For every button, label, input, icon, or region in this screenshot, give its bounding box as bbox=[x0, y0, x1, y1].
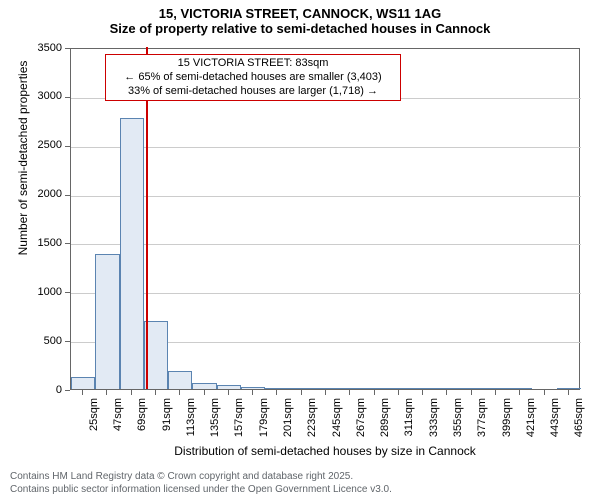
xtick-label: 421sqm bbox=[525, 398, 537, 448]
ytick-label: 0 bbox=[56, 384, 62, 396]
ytick-mark bbox=[65, 341, 70, 342]
ytick-label: 1000 bbox=[38, 286, 62, 298]
xtick-mark bbox=[301, 390, 302, 395]
footer-line-1: Contains HM Land Registry data © Crown c… bbox=[10, 471, 600, 484]
xtick-label: 355sqm bbox=[452, 398, 464, 448]
xtick-mark bbox=[446, 390, 447, 395]
xtick-label: 135sqm bbox=[209, 398, 221, 448]
xtick-mark bbox=[155, 390, 156, 395]
xtick-mark bbox=[568, 390, 569, 395]
histogram-bar bbox=[484, 388, 508, 389]
xtick-mark bbox=[252, 390, 253, 395]
xtick-mark bbox=[106, 390, 107, 395]
histogram-bar bbox=[362, 388, 386, 389]
histogram-bar bbox=[435, 388, 459, 389]
ytick-label: 3000 bbox=[38, 90, 62, 102]
xtick-mark bbox=[228, 390, 229, 395]
xtick-label: 289sqm bbox=[379, 398, 391, 448]
title-line-1: 15, VICTORIA STREET, CANNOCK, WS11 1AG bbox=[0, 6, 600, 21]
xtick-label: 91sqm bbox=[161, 398, 173, 448]
histogram-bar bbox=[241, 387, 265, 389]
xtick-label: 25sqm bbox=[88, 398, 100, 448]
xtick-mark bbox=[519, 390, 520, 395]
title-block: 15, VICTORIA STREET, CANNOCK, WS11 1AG S… bbox=[0, 0, 600, 36]
ytick-mark bbox=[65, 97, 70, 98]
histogram-bar bbox=[411, 388, 435, 389]
xtick-label: 201sqm bbox=[282, 398, 294, 448]
ytick-mark bbox=[65, 48, 70, 49]
xtick-label: 157sqm bbox=[233, 398, 245, 448]
title-line-2: Size of property relative to semi-detach… bbox=[0, 21, 600, 36]
histogram-bar bbox=[557, 388, 581, 389]
xtick-label: 311sqm bbox=[403, 398, 415, 448]
xtick-mark bbox=[398, 390, 399, 395]
y-axis-label: Number of semi-detached properties bbox=[16, 0, 30, 329]
xtick-mark bbox=[422, 390, 423, 395]
histogram-bar bbox=[265, 388, 289, 389]
histogram-bar bbox=[71, 377, 95, 389]
xtick-mark bbox=[495, 390, 496, 395]
xtick-mark bbox=[349, 390, 350, 395]
ytick-mark bbox=[65, 243, 70, 244]
xtick-label: 69sqm bbox=[136, 398, 148, 448]
xtick-label: 267sqm bbox=[355, 398, 367, 448]
histogram-bar bbox=[168, 371, 192, 389]
xtick-label: 179sqm bbox=[258, 398, 270, 448]
xtick-mark bbox=[204, 390, 205, 395]
xtick-label: 399sqm bbox=[501, 398, 513, 448]
xtick-label: 113sqm bbox=[185, 398, 197, 448]
xtick-mark bbox=[544, 390, 545, 395]
histogram-bar bbox=[290, 388, 314, 389]
xtick-mark bbox=[325, 390, 326, 395]
annotation-box: 15 VICTORIA STREET: 83sqm ← 65% of semi-… bbox=[105, 54, 401, 101]
annotation-line-3: 33% of semi-detached houses are larger (… bbox=[112, 85, 394, 99]
histogram-bar bbox=[460, 388, 484, 389]
ytick-mark bbox=[65, 195, 70, 196]
xtick-label: 245sqm bbox=[331, 398, 343, 448]
xtick-mark bbox=[276, 390, 277, 395]
chart-container: 15, VICTORIA STREET, CANNOCK, WS11 1AG S… bbox=[0, 0, 600, 500]
ytick-label: 3500 bbox=[38, 42, 62, 54]
ytick-label: 500 bbox=[44, 335, 62, 347]
xtick-label: 377sqm bbox=[476, 398, 488, 448]
histogram-bar bbox=[314, 388, 338, 389]
histogram-bar bbox=[120, 118, 144, 389]
xtick-mark bbox=[82, 390, 83, 395]
annotation-line-2: ← 65% of semi-detached houses are smalle… bbox=[112, 71, 394, 85]
xtick-mark bbox=[471, 390, 472, 395]
xtick-label: 47sqm bbox=[112, 398, 124, 448]
xtick-label: 223sqm bbox=[306, 398, 318, 448]
histogram-bar bbox=[508, 388, 532, 389]
ytick-label: 2000 bbox=[38, 188, 62, 200]
histogram-bar bbox=[95, 254, 119, 389]
annotation-line-1: 15 VICTORIA STREET: 83sqm bbox=[112, 57, 394, 71]
histogram-bar bbox=[192, 383, 216, 389]
xtick-mark bbox=[179, 390, 180, 395]
xtick-mark bbox=[374, 390, 375, 395]
footer: Contains HM Land Registry data © Crown c… bbox=[0, 471, 600, 496]
ytick-mark bbox=[65, 146, 70, 147]
histogram-bar bbox=[338, 388, 362, 389]
footer-line-2: Contains public sector information licen… bbox=[10, 484, 600, 497]
xtick-label: 333sqm bbox=[428, 398, 440, 448]
ytick-mark bbox=[65, 292, 70, 293]
ytick-label: 1500 bbox=[38, 237, 62, 249]
xtick-label: 465sqm bbox=[573, 398, 585, 448]
ytick-label: 2500 bbox=[38, 139, 62, 151]
xtick-label: 443sqm bbox=[549, 398, 561, 448]
xtick-mark bbox=[131, 390, 132, 395]
histogram-bar bbox=[387, 388, 411, 389]
histogram-bar bbox=[217, 385, 241, 389]
ytick-mark bbox=[65, 390, 70, 391]
